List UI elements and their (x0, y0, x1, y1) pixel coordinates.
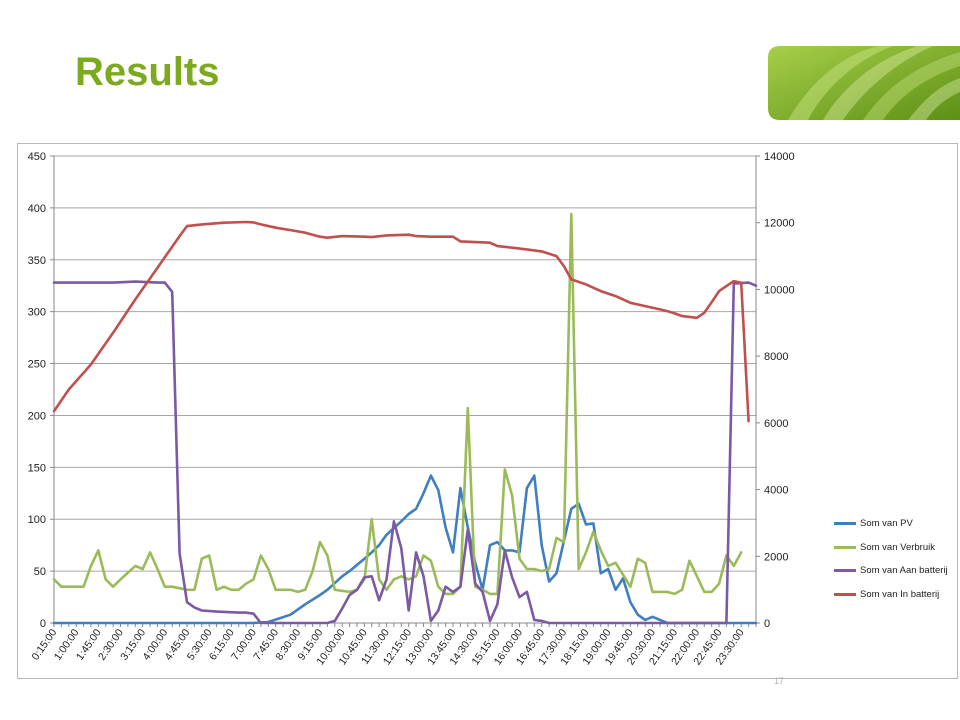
series-line-som-van-in-batterij (52, 220, 750, 423)
legend-label: Som van PV (860, 518, 913, 530)
green-wave-logo (768, 46, 960, 120)
y-left-tick-label: 350 (28, 255, 46, 267)
legend-item: Som van PV (834, 512, 948, 536)
y-left-tick-label: 100 (28, 514, 46, 526)
series-line-som-van-aan-batterij (52, 280, 758, 625)
y-right-tick-label: 4000 (764, 485, 788, 497)
legend-label: Som van Aan batterij (860, 565, 948, 577)
y-right-tick-label: 6000 (764, 418, 788, 430)
y-right-tick-label: 10000 (764, 284, 795, 296)
y-left-tick-label: 300 (28, 307, 46, 319)
y-left-tick-label: 50 (34, 566, 46, 578)
legend-item: Som van In batterij (834, 583, 948, 607)
y-right-tick-label: 8000 (764, 351, 788, 363)
legend-item: Som van Verbruik (834, 536, 948, 560)
legend-label: Som van Verbruik (860, 541, 935, 553)
y-left-tick-label: 0 (40, 618, 46, 630)
y-left-tick-label: 450 (28, 151, 46, 163)
legend-swatch (834, 545, 856, 549)
chart-legend: Som van PV Som van Verbruik Som van Aan ba… (834, 512, 948, 606)
series-line-som-van-pv (52, 474, 758, 625)
y-right-tick-label: 2000 (764, 551, 788, 563)
y-left-tick-label: 200 (28, 410, 46, 422)
legend-swatch (834, 522, 856, 526)
slide-title: Results (75, 50, 220, 94)
line-chart: 0 50 100 150 200 250 300 350 400 450 0 2000 4000 6000… (28, 151, 795, 667)
legend-item: Som van Aan batterij (834, 559, 948, 583)
page-number: 17 (774, 676, 785, 686)
legend-label: Som van In batterij (860, 588, 940, 600)
legend-swatch (834, 569, 856, 573)
legend-swatch (834, 592, 856, 596)
y-right-tick-label: 12000 (764, 218, 795, 230)
chart-container: 0 50 100 150 200 250 300 350 400 450 0 2000 4000 6000… (17, 143, 958, 679)
y-right-tick-label: 14000 (764, 151, 795, 163)
y-left-tick-label: 400 (28, 203, 46, 215)
y-right-tick-label: 0 (764, 618, 770, 630)
y-left-tick-label: 150 (28, 462, 46, 474)
y-left-tick-label: 250 (28, 359, 46, 371)
